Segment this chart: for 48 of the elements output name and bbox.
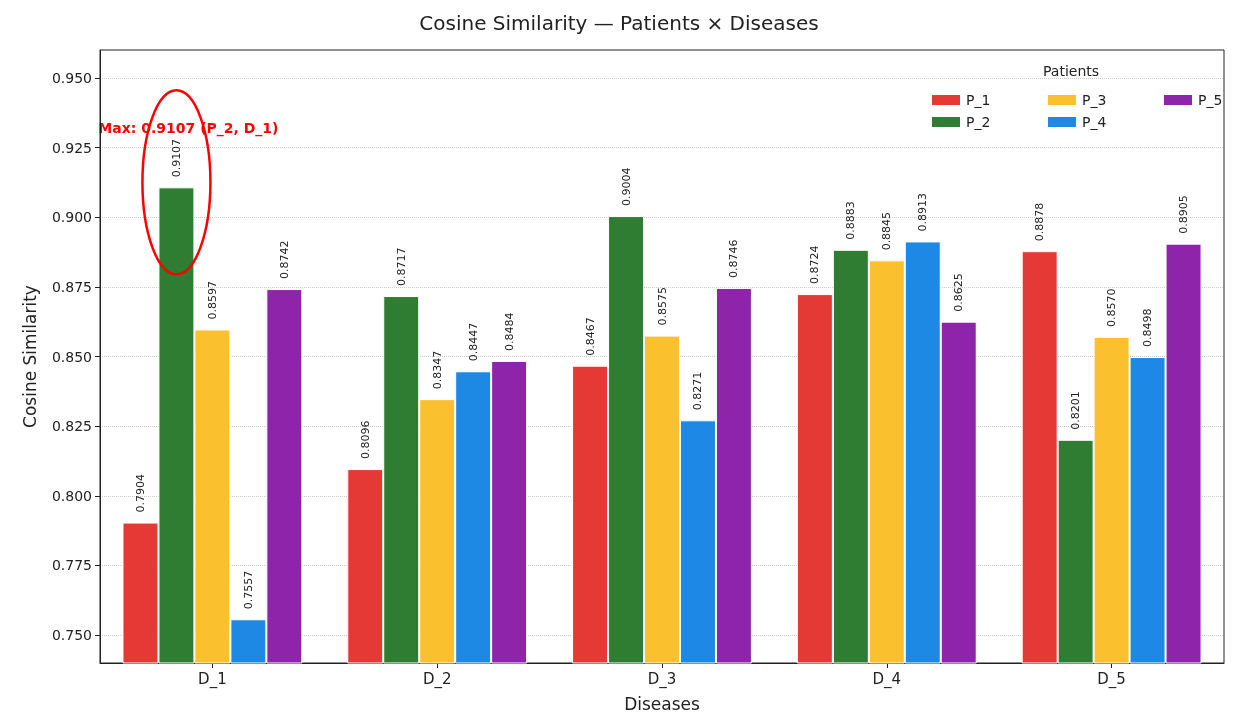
data-label: 0.8570 [1105, 288, 1119, 327]
data-label: 0.8271 [691, 371, 705, 411]
data-label: 0.8575 [655, 287, 669, 326]
data-label: 0.8724 [808, 245, 822, 285]
data-label: 0.9107 [169, 138, 183, 178]
data-label: 0.8742 [277, 240, 291, 280]
y-axis-title: Cosine Similarity [19, 285, 40, 428]
data-label: 0.8597 [205, 280, 219, 320]
legend-label: P_4 [1082, 114, 1107, 130]
legend-label: P_3 [1082, 92, 1107, 108]
data-label: 0.7904 [133, 474, 147, 513]
data-label: 0.8878 [1033, 202, 1047, 242]
data-label: 0.9004 [619, 167, 633, 207]
data-label: 0.8096 [358, 420, 372, 460]
data-label: 0.8484 [502, 312, 516, 351]
data-label: 0.8905 [1177, 195, 1191, 234]
x-tick-label: D_1 [198, 669, 227, 689]
data-label: 0.8717 [394, 247, 408, 287]
data-label: 0.8467 [583, 317, 597, 356]
legend-label: P_5 [1198, 92, 1223, 108]
data-label: 0.7557 [241, 570, 255, 610]
x-tick-label: D_2 [422, 669, 452, 689]
x-axis-title: Diseases [624, 693, 700, 714]
data-label: 0.8625 [952, 273, 966, 312]
y-tick-label: 0.800 [51, 487, 92, 504]
data-label: 0.8845 [880, 211, 894, 251]
legend-title: Patients [1043, 63, 1100, 79]
data-label: 0.8447 [466, 322, 480, 362]
data-label: 0.8913 [916, 192, 930, 232]
x-tick-label: D_3 [647, 669, 677, 689]
y-tick-label: 0.900 [51, 209, 92, 226]
x-tick-label: D_5 [1097, 669, 1126, 689]
y-tick-label: 0.825 [51, 418, 92, 435]
y-tick-label: 0.750 [51, 627, 92, 644]
data-label: 0.8498 [1141, 308, 1155, 348]
y-tick-label: 0.850 [51, 348, 92, 365]
legend-label: P_1 [966, 92, 991, 108]
data-label: 0.8347 [430, 350, 444, 390]
data-label: 0.8883 [844, 201, 858, 240]
y-tick-label: 0.950 [51, 69, 92, 86]
data-label: 0.8746 [727, 239, 741, 278]
y-tick-label: 0.925 [51, 139, 92, 156]
x-tick-label: D_4 [872, 669, 902, 689]
y-tick-label: 0.775 [51, 557, 92, 574]
y-tick-label: 0.875 [51, 278, 92, 295]
chart-title: Cosine Similarity — Patients × Diseases [419, 11, 819, 35]
legend-label: P_2 [966, 114, 991, 130]
data-label: 0.8201 [1069, 391, 1083, 430]
